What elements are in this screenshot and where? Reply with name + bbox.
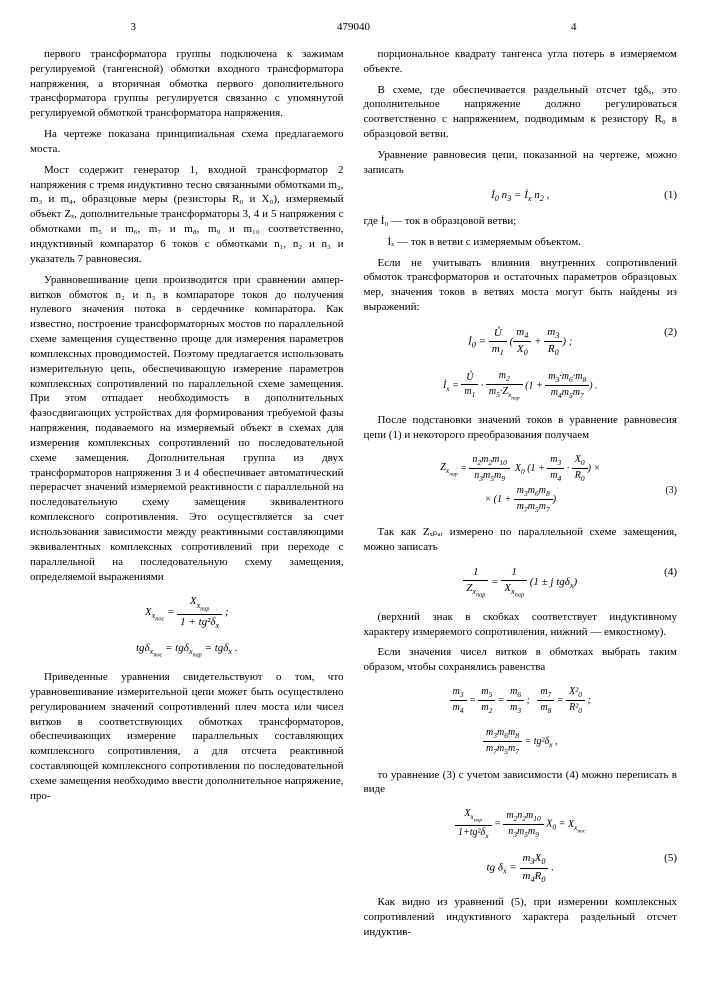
paragraph: Если не учитывать влияния внутренних соп… [364,256,678,315]
equation-5b: tg δx = m3X0m4R0 . (5) [364,851,678,885]
equation-ratios-b: m3m6m8m7m5m7 = tg²δx , [364,726,678,757]
paragraph: После подстановки значений токов в уравн… [364,413,678,443]
paragraph: Так как Zₓₚₐᵣ измерено по параллельной с… [364,525,678,555]
doc-number: 479040 [337,20,370,35]
paragraph: Мост содержит генератор 1, входной транс… [30,163,344,267]
paragraph: В схеме, где обеспечивается раздельный о… [364,83,678,142]
equation-3: Zxпар = n2m2m10n3m5m9 X0 (1 + m3m4 · X0R… [364,453,678,516]
paragraph: (верхний знак в скобках соответствует ин… [364,610,678,640]
equation-1: İ0 n3 = İx n2 , (1) [364,188,678,204]
right-column: порциональное квадрату тангенса угла пот… [364,47,678,946]
equation-ratios: m3m4 = m5m2 = m6m3 ; m7m8 = X²0R²0 ; [364,685,678,716]
page-header: 3 479040 4 [30,20,677,35]
equation-5a: Xxпар1+tg²δx = m2n2m10n3m5m9 X0 = Xxпос [364,807,678,841]
paragraph: Как видно из уравнений (5), при измерени… [364,895,678,940]
paragraph: На чертеже показана принципиальная схема… [30,127,344,157]
equation-4: 1Zxпар = 1Xxпар (1 ± j tgδx) (4) [364,565,678,600]
equation: tgδxпос = tgδxпар = tgδx . [30,641,344,660]
paragraph: Если значения чисел витков в обмотках вы… [364,645,678,675]
left-column: первого трансформатора группы подключена… [30,47,344,946]
paragraph: Приведенные уравнения свидетельствуют о … [30,670,344,804]
equation-2: İ0 = Ům1 (m4X0 + m3R0) ; (2) [364,325,678,359]
two-column-layout: первого трансформатора группы подключена… [30,47,677,946]
paragraph: Уравнение равновесия цепи, показанной на… [364,148,678,178]
page-num-left: 3 [131,20,137,35]
equation-2b: İx = Ům1 · m2m5·Zxпар (1 + m3·m6·m8m4m5m… [364,369,678,403]
paragraph: то уравнение (3) с учетом зависимости (4… [364,768,678,798]
paragraph: первого трансформатора группы подключена… [30,47,344,121]
paragraph: Уравновешивание цепи производится при ср… [30,273,344,585]
where-clause: İₓ — ток в ветви с измеряемым объектом. [364,235,678,250]
paragraph: порциональное квадрату тангенса угла пот… [364,47,678,77]
where-clause: где İ₀ — ток в образцовой ветви; [364,214,678,229]
equation: Xxпос = Xxпар 1 + tg²δx ; [30,594,344,630]
page-num-right: 4 [571,20,577,35]
